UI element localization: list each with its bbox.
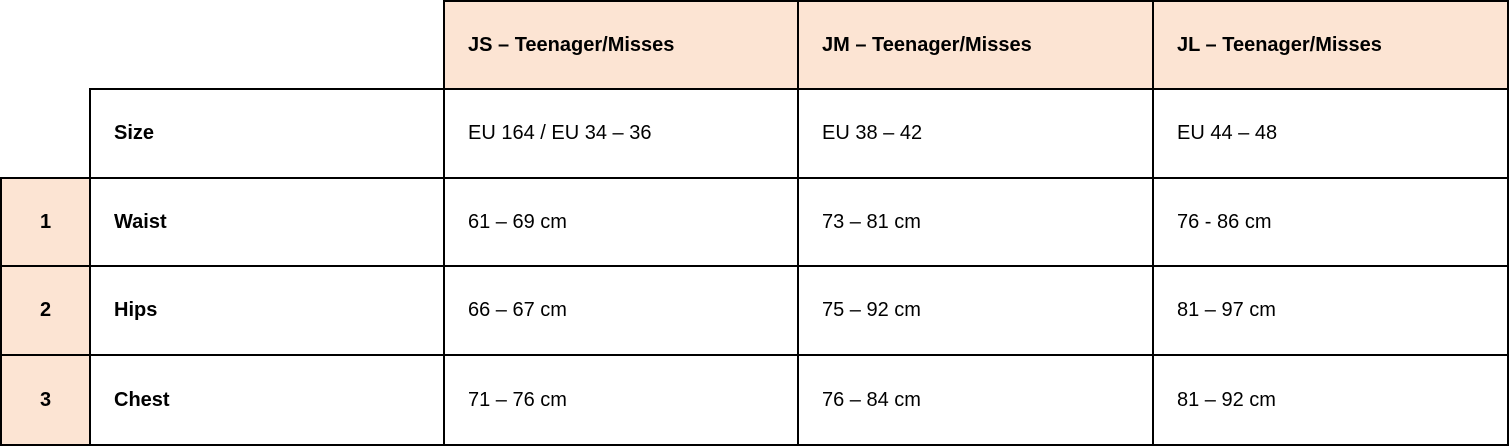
row-label: Waist bbox=[89, 177, 445, 267]
row-number: 3 bbox=[0, 354, 91, 446]
value-cell: EU 164 / EU 34 – 36 bbox=[443, 88, 799, 179]
value-cell: 76 - 86 cm bbox=[1152, 177, 1509, 267]
cell-text: JM – Teenager/Misses bbox=[822, 33, 1032, 56]
cell-text: EU 44 – 48 bbox=[1177, 122, 1278, 144]
value-cell: 81 – 97 cm bbox=[1152, 265, 1509, 356]
column-header: JM – Teenager/Misses bbox=[797, 0, 1154, 90]
cell-text: JS – Teenager/Misses bbox=[468, 33, 675, 56]
value-cell: 73 – 81 cm bbox=[797, 177, 1154, 267]
cell-text: 1 bbox=[39, 210, 52, 233]
value-cell: 71 – 76 cm bbox=[443, 354, 799, 446]
cell-text: 73 – 81 cm bbox=[822, 210, 921, 233]
row-label: Chest bbox=[89, 354, 445, 446]
value-cell: 81 – 92 cm bbox=[1152, 354, 1509, 446]
row-label: Size bbox=[89, 88, 445, 179]
value-cell: 75 – 92 cm bbox=[797, 265, 1154, 356]
cell-text: 61 – 69 cm bbox=[468, 210, 567, 233]
column-header: JS – Teenager/Misses bbox=[443, 0, 799, 90]
value-cell: 66 – 67 cm bbox=[443, 265, 799, 356]
cell-text: EU 164 / EU 34 – 36 bbox=[468, 122, 652, 144]
cell-text: 75 – 92 cm bbox=[822, 299, 921, 321]
cell-text: EU 38 – 42 bbox=[822, 122, 923, 144]
cell-text: 71 – 76 cm bbox=[468, 388, 567, 411]
row-number: 2 bbox=[0, 265, 91, 356]
cell-text: JL – Teenager/Misses bbox=[1177, 33, 1382, 56]
value-cell: 76 – 84 cm bbox=[797, 354, 1154, 446]
cell-text: 3 bbox=[39, 388, 52, 411]
value-cell: EU 44 – 48 bbox=[1152, 88, 1509, 179]
cell-text: Size bbox=[114, 122, 155, 144]
row-label: Hips bbox=[89, 265, 445, 356]
value-cell: 61 – 69 cm bbox=[443, 177, 799, 267]
cell-text: Waist bbox=[114, 210, 167, 233]
column-header: JL – Teenager/Misses bbox=[1152, 0, 1509, 90]
cell-text: 81 – 92 cm bbox=[1177, 388, 1276, 411]
cell-text: Hips bbox=[114, 299, 158, 321]
cell-text: Chest bbox=[114, 388, 170, 411]
cell-text: 66 – 67 cm bbox=[468, 299, 567, 321]
cell-text: 81 – 97 cm bbox=[1177, 299, 1276, 321]
cell-text: 76 – 84 cm bbox=[822, 388, 921, 411]
cell-text: 76 - 86 cm bbox=[1177, 210, 1272, 233]
value-cell: EU 38 – 42 bbox=[797, 88, 1154, 179]
cell-text: 2 bbox=[39, 299, 52, 321]
row-number: 1 bbox=[0, 177, 91, 267]
